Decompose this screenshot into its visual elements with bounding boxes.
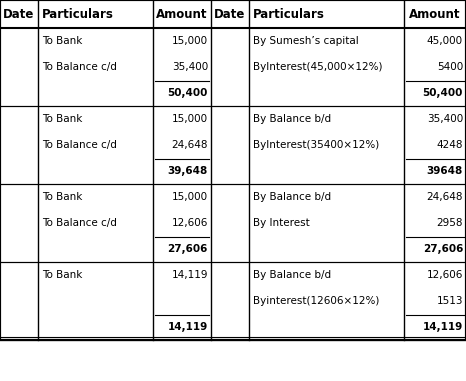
Text: 27,606: 27,606: [168, 244, 208, 254]
Text: To Balance c/d: To Balance c/d: [42, 140, 117, 150]
Text: ByInterest(45,000×12%): ByInterest(45,000×12%): [253, 62, 383, 72]
Text: Byinterest(12606×12%): Byinterest(12606×12%): [253, 296, 379, 306]
Text: 50,400: 50,400: [423, 88, 463, 98]
Text: 50,400: 50,400: [168, 88, 208, 98]
Text: Particulars: Particulars: [253, 8, 325, 21]
Text: 24,648: 24,648: [426, 192, 463, 202]
Text: To Bank: To Bank: [42, 270, 82, 280]
Text: 14,119: 14,119: [168, 322, 208, 332]
Text: 2958: 2958: [437, 218, 463, 228]
Text: 14,119: 14,119: [171, 270, 208, 280]
Text: 35,400: 35,400: [427, 114, 463, 124]
Text: 15,000: 15,000: [172, 36, 208, 46]
Text: Particulars: Particulars: [42, 8, 114, 21]
Text: Amount: Amount: [156, 8, 208, 21]
Text: 1513: 1513: [437, 296, 463, 306]
Text: Amount: Amount: [409, 8, 461, 21]
Text: 12,606: 12,606: [427, 270, 463, 280]
Text: 5400: 5400: [437, 62, 463, 72]
Text: ByInterest(35400×12%): ByInterest(35400×12%): [253, 140, 379, 150]
Text: 35,400: 35,400: [172, 62, 208, 72]
Text: Date: Date: [214, 8, 246, 21]
Text: To Balance c/d: To Balance c/d: [42, 62, 117, 72]
Text: 45,000: 45,000: [427, 36, 463, 46]
Text: By Balance b/d: By Balance b/d: [253, 192, 331, 202]
Text: 39,648: 39,648: [168, 166, 208, 176]
Text: 12,606: 12,606: [171, 218, 208, 228]
Text: 24,648: 24,648: [171, 140, 208, 150]
Text: To Bank: To Bank: [42, 114, 82, 124]
Text: To Bank: To Bank: [42, 36, 82, 46]
Text: 15,000: 15,000: [172, 192, 208, 202]
Text: By Balance b/d: By Balance b/d: [253, 270, 331, 280]
Text: 27,606: 27,606: [423, 244, 463, 254]
Text: By Balance b/d: By Balance b/d: [253, 114, 331, 124]
Text: 15,000: 15,000: [172, 114, 208, 124]
Text: 39648: 39648: [427, 166, 463, 176]
Text: 4248: 4248: [437, 140, 463, 150]
Text: To Balance c/d: To Balance c/d: [42, 218, 117, 228]
Text: To Bank: To Bank: [42, 192, 82, 202]
Text: By Interest: By Interest: [253, 218, 310, 228]
Bar: [0, 0, 466, 340]
Text: 14,119: 14,119: [423, 322, 463, 332]
Text: By Sumesh’s capital: By Sumesh’s capital: [253, 36, 359, 46]
Text: Date: Date: [3, 8, 34, 21]
Bar: [0, 0, 466, 340]
